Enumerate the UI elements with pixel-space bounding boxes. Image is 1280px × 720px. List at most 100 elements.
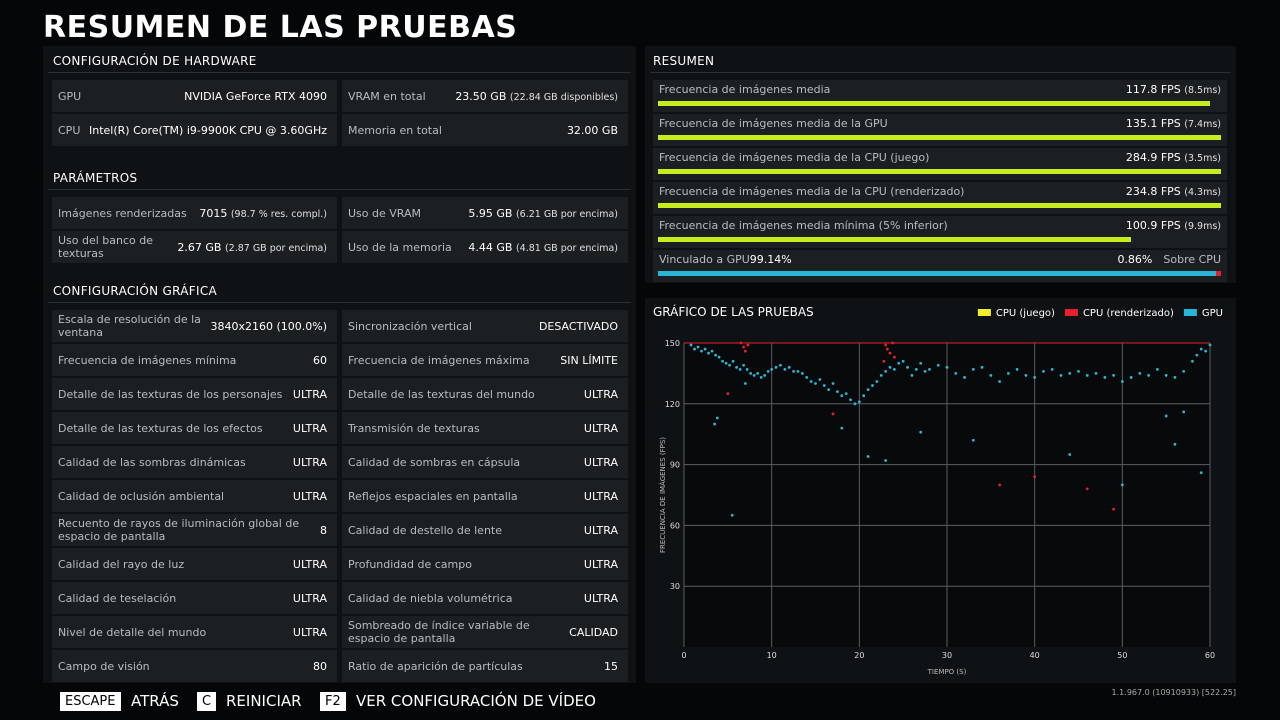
setting-label: Calidad del rayo de luz [58, 557, 185, 571]
section-title: RESUMEN [653, 54, 715, 68]
data-point [822, 384, 826, 387]
setting-value: 8 [320, 524, 327, 537]
cpu-bar [1216, 271, 1221, 276]
value-note: (3.5ms) [1184, 153, 1221, 164]
setting-label: VRAM en total [348, 89, 426, 103]
setting-cell: Calidad de niebla volumétrica ULTRA [342, 582, 628, 614]
data-point [897, 361, 901, 365]
y-tick-label: 60 [670, 521, 680, 530]
setting-cell: Profundidad de campo ULTRA [342, 548, 628, 580]
setting-label: Detalle de las texturas de los efectos [58, 421, 263, 435]
setting-label: Transmisión de texturas [348, 421, 480, 435]
setting-label: Uso del banco de texturas [58, 234, 154, 260]
setting-value: 23.50 GB (22.84 GB disponibles) [455, 90, 618, 103]
setting-value: ULTRA [293, 592, 327, 605]
setting-label: CPU [58, 123, 81, 137]
value-text: ULTRA [583, 421, 618, 435]
divider [48, 189, 631, 190]
data-point [1094, 372, 1098, 375]
divider [48, 72, 631, 73]
value-text: 32.00 GB [566, 123, 618, 137]
data-point [1208, 343, 1212, 347]
setting-label: Recuento de rayos de iluminación global … [58, 517, 300, 543]
summary-bar [658, 203, 1221, 208]
setting-cell: Frecuencia de imágenes mínima 60 [52, 344, 337, 376]
data-point [945, 365, 949, 369]
setting-label: Detalle de las texturas del mundo [348, 387, 535, 401]
summary-label: Frecuencia de imágenes media de la CPU (… [659, 185, 965, 198]
data-point [1164, 374, 1168, 377]
data-point [818, 378, 822, 381]
data-point [710, 349, 714, 353]
setting-cell: Ratio de aparición de partículas 15 [342, 650, 628, 682]
setting-cell: Calidad de destello de lente ULTRA [342, 514, 628, 546]
key-button[interactable]: F2 [320, 692, 346, 711]
value-text: ULTRA [583, 455, 618, 469]
summary-value: 284.9 FPS (3.5ms) [1126, 151, 1221, 164]
data-point [989, 374, 993, 377]
data-point [919, 361, 923, 365]
summary-value: 100.9 FPS (9.9ms) [1126, 219, 1221, 232]
data-point [831, 412, 835, 416]
key-action[interactable]: ATRÁS [131, 692, 179, 710]
summary-bar [658, 237, 1131, 242]
data-point [779, 363, 782, 367]
data-point [866, 388, 870, 392]
data-point [1068, 372, 1072, 375]
data-point [1120, 380, 1124, 383]
key-action[interactable]: REINICIAR [226, 692, 302, 710]
divider [48, 302, 631, 303]
section-title: CONFIGURACIÓN GRÁFICA [53, 284, 218, 298]
setting-cell: Nivel de detalle del mundo ULTRA [52, 616, 337, 648]
value-text: CALIDAD [569, 625, 618, 639]
y-tick-label: 30 [670, 582, 680, 591]
setting-cell: Calidad de sombras en cápsula ULTRA [342, 446, 628, 478]
gpu-value: 99.14% [749, 253, 792, 266]
data-point [739, 341, 743, 345]
data-point [891, 341, 895, 345]
setting-label: Memoria en total [348, 123, 442, 137]
setting-cell: Uso de VRAM 5.95 GB (6.21 GB por encima) [342, 197, 628, 229]
x-tick-label: 0 [681, 651, 686, 660]
data-point [700, 349, 703, 353]
summary-row: Frecuencia de imágenes media mínima (5% … [653, 216, 1227, 248]
data-point [928, 367, 931, 371]
value-text: Intel(R) Core(TM) i9-9900K CPU @ 3.60GHz [89, 123, 327, 137]
x-tick-label: 20 [854, 651, 864, 660]
key-button[interactable]: C [197, 692, 217, 711]
data-point [919, 430, 923, 434]
data-point [763, 374, 767, 377]
data-point [745, 367, 749, 371]
data-point [1191, 359, 1194, 363]
data-point [1068, 453, 1072, 456]
value-text: ULTRA [292, 625, 327, 639]
setting-label: Calidad de teselación [58, 591, 177, 605]
data-point [1006, 372, 1010, 375]
key-action[interactable]: VER CONFIGURACIÓN DE VÍDEO [356, 692, 596, 710]
legend-label: CPU (juego) [996, 308, 1055, 319]
setting-value: 2.67 GB (2.87 GB por encima) [177, 241, 327, 254]
data-point [713, 422, 717, 426]
value-text: ULTRA [292, 489, 327, 503]
data-point [1015, 367, 1019, 371]
summary-row: Vinculado a GPU99.14% 0.86% Sobre CPU [653, 250, 1227, 282]
setting-value: 7015 (98.7 % res. compl.) [199, 207, 327, 220]
data-point [1182, 410, 1186, 414]
setting-label: Calidad de las sombras dinámicas [58, 455, 246, 469]
setting-value: Intel(R) Core(TM) i9-9900K CPU @ 3.60GHz [89, 124, 327, 137]
data-point [1033, 376, 1037, 379]
data-point [893, 355, 896, 359]
data-point [1033, 475, 1037, 479]
key-button[interactable]: ESCAPE [60, 692, 121, 711]
y-axis-label: FRECUENCIA DE IMÁGENES (FPS) [658, 437, 667, 553]
value-note: (4.81 GB por encima) [515, 242, 618, 254]
setting-value: CALIDAD [569, 626, 618, 639]
legend-swatch [1183, 309, 1197, 316]
data-point [742, 345, 746, 349]
data-point [1195, 353, 1199, 357]
setting-cell: Uso de la memoria 4.44 GB (4.81 GB por en… [342, 231, 628, 263]
data-point [1085, 374, 1089, 377]
data-point [836, 390, 839, 394]
value-text: ULTRA [292, 557, 327, 571]
